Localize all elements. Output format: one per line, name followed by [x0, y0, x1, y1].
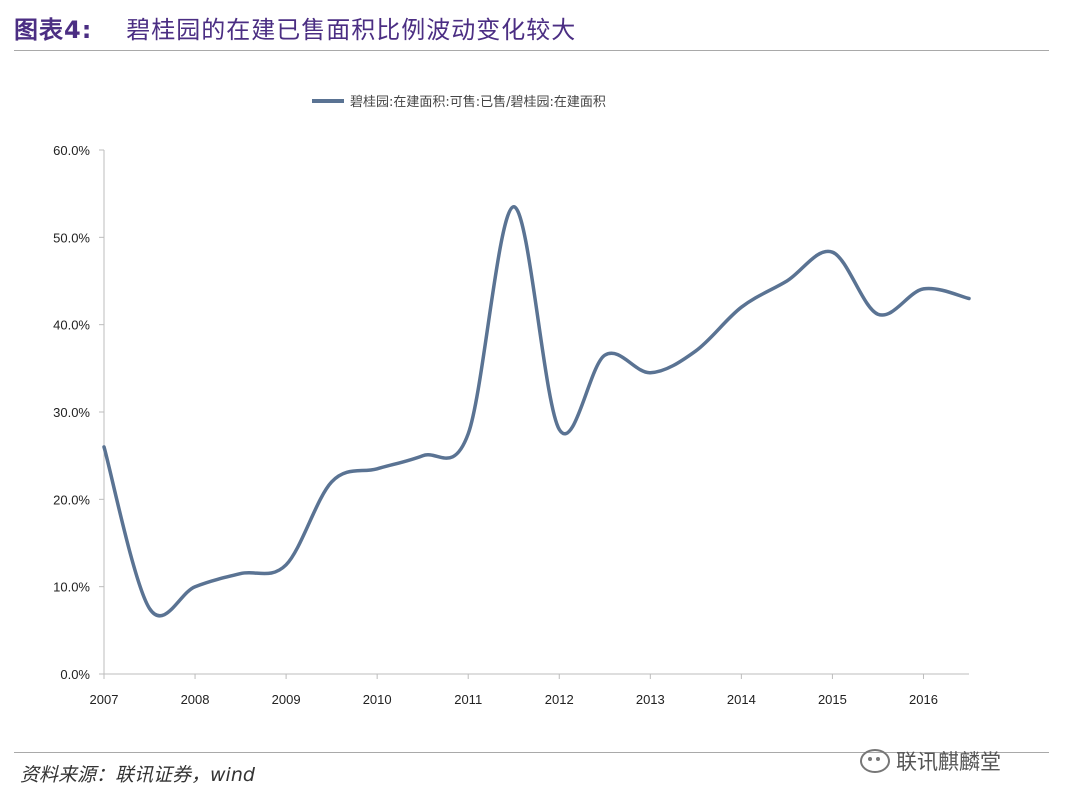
x-tick-label: 2007 [90, 692, 119, 707]
source-note: 资料来源：联讯证券，wind [20, 764, 255, 786]
legend-label: 碧桂园:在建面积:可售:已售/碧桂园:在建面积 [350, 94, 606, 110]
x-tick-label: 2011 [454, 692, 482, 707]
watermark: 联讯麒麟堂 [860, 746, 1001, 776]
y-tick-label: 30.0% [53, 405, 90, 420]
footer-rule [14, 752, 1049, 753]
y-tick-label: 10.0% [53, 580, 90, 595]
figure-label: 图表4: [14, 16, 93, 44]
figure-header: 图表4: 碧桂园的在建已售面积比例波动变化较大 [14, 10, 576, 45]
wechat-icon [860, 749, 890, 773]
x-tick-label: 2015 [818, 692, 847, 707]
y-tick-label: 60.0% [53, 143, 90, 158]
watermark-text: 联讯麒麟堂 [896, 750, 1001, 774]
x-tick-label: 2009 [272, 692, 301, 707]
x-tick-label: 2010 [363, 692, 392, 707]
x-tick-label: 2013 [636, 692, 665, 707]
x-tick-label: 2014 [727, 692, 756, 707]
legend: 碧桂园:在建面积:可售:已售/碧桂园:在建面积 [312, 94, 606, 110]
y-tick-label: 0.0% [60, 667, 90, 682]
series-layer [102, 205, 971, 618]
y-tick-label: 50.0% [53, 230, 90, 245]
header-rule [14, 50, 1049, 51]
y-axis: 0.0% 10.0% 20.0% 30.0% 40.0% 50.0% 60.0% [53, 143, 105, 682]
y-tick-label: 40.0% [53, 318, 90, 333]
x-axis: 2007 2008 2009 2010 2011 2012 2013 2014 2015 2016 [90, 673, 969, 707]
figure-title: 碧桂园的在建已售面积比例波动变化较大 [126, 16, 577, 44]
x-tick-label: 2008 [181, 692, 210, 707]
x-tick-label: 2016 [909, 692, 938, 707]
series-line-0 [102, 205, 971, 618]
y-tick-label: 20.0% [53, 492, 90, 507]
x-tick-label: 2012 [545, 692, 574, 707]
